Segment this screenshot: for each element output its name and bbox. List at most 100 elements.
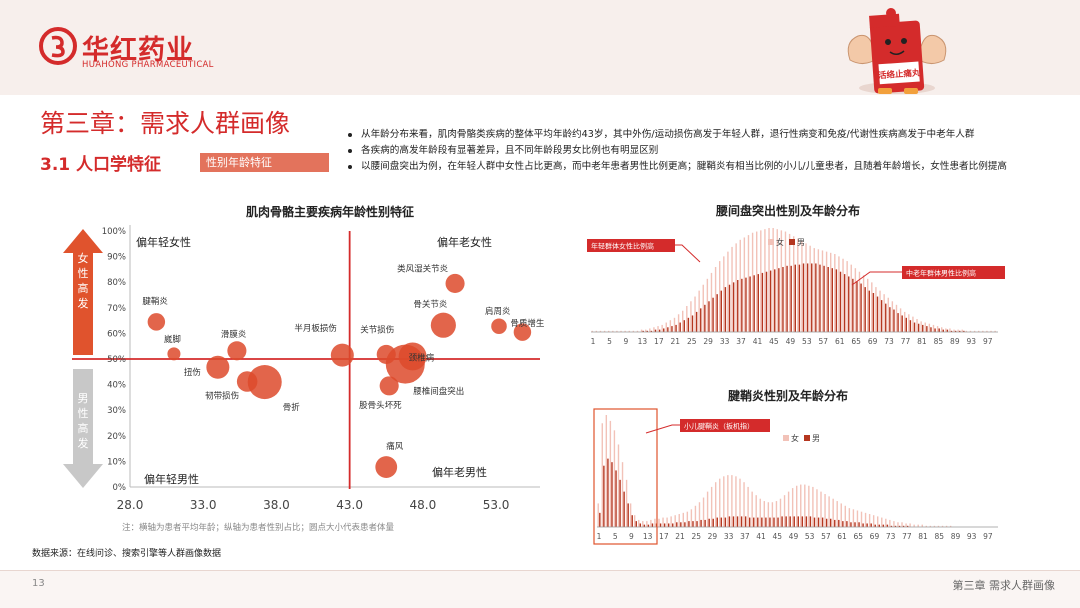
bar-male <box>897 313 899 332</box>
footer-chapter: 第三章 需求人群画像 <box>952 579 1056 592</box>
x-tick-label: 37 <box>736 337 746 346</box>
x-tick-label: 49 <box>786 337 796 346</box>
bar-female <box>812 486 814 527</box>
bar-male <box>691 315 694 332</box>
annotation-child: 小儿腱鞘炎（扳机指） <box>684 422 754 431</box>
bar-male <box>724 287 727 332</box>
bar-male <box>700 308 702 332</box>
bar-female <box>629 503 632 527</box>
x-tick-label: 77 <box>902 532 912 541</box>
bar-female <box>767 502 770 527</box>
bar-female <box>714 482 717 527</box>
x-tick-label: 73 <box>884 337 894 346</box>
scatter-point <box>430 312 456 338</box>
bar-male <box>708 301 710 332</box>
bar-male <box>870 523 872 527</box>
bar-female <box>949 328 951 332</box>
x-tick-label: 61 <box>837 532 847 541</box>
bullet-item: 从年龄分布来看，肌肉骨骼类疾病的整体平均年龄约43岁，其中外伤/运动损伤高发于年… <box>345 127 1075 143</box>
bar-male <box>708 518 710 527</box>
bar-male <box>749 276 751 332</box>
x-tick-label: 43.0 <box>336 498 363 512</box>
bar-female <box>990 330 992 332</box>
bar-female <box>881 517 883 527</box>
section-tag: 性别年龄特征 <box>200 153 329 172</box>
bar-male <box>611 462 613 527</box>
bar-female <box>632 330 635 332</box>
bar-female <box>597 503 599 527</box>
bar-female <box>801 241 803 332</box>
point-label: 痛风 <box>386 441 404 452</box>
bar-female <box>797 238 799 332</box>
bar-female <box>677 314 680 332</box>
bar-male <box>631 515 633 527</box>
bar-female <box>937 525 940 527</box>
bar-male <box>716 294 718 332</box>
bar-female <box>895 304 898 332</box>
scatter-point <box>445 273 465 294</box>
bar-male <box>679 322 681 332</box>
bar-male <box>942 329 944 332</box>
bar-male <box>823 265 825 332</box>
bar-female <box>605 415 608 527</box>
bar-female <box>731 246 733 332</box>
bar-male <box>864 287 866 332</box>
bar-female <box>875 287 877 332</box>
bar-female <box>820 491 822 527</box>
bar-male <box>765 271 768 332</box>
bar-female <box>780 230 783 332</box>
bar-male <box>860 283 862 332</box>
scatter-point <box>376 344 396 364</box>
mascot-label: 活络止痛丸 <box>878 67 922 81</box>
bar-male <box>894 525 897 527</box>
bar-female <box>690 509 693 527</box>
bar-female <box>787 491 790 527</box>
bar-female <box>678 514 680 527</box>
y-tick-label: 20% <box>107 432 126 442</box>
bar-female <box>824 493 826 527</box>
x-tick-label: 49 <box>789 532 799 541</box>
lumbar-legend: 女 男 <box>768 237 805 247</box>
point-label: 股骨头坏死 <box>359 400 402 411</box>
bar-female <box>825 251 828 332</box>
bar-female <box>735 243 737 332</box>
x-tick-label: 93 <box>967 337 977 346</box>
bar-female <box>649 328 651 332</box>
bar-female <box>759 498 761 527</box>
bar-female <box>710 486 713 527</box>
bar-female <box>591 330 593 332</box>
point-label: 韧带损伤 <box>205 391 239 402</box>
bar-male <box>736 516 739 527</box>
bar-female <box>846 261 848 332</box>
x-tick-label: 89 <box>950 337 960 346</box>
legend-male: 男 <box>797 238 805 247</box>
bar-female <box>751 491 753 527</box>
bar-female <box>714 267 717 332</box>
bar-male <box>858 522 860 527</box>
y-tick-label: 100% <box>102 227 126 237</box>
bar-male <box>850 522 852 527</box>
bar-female <box>771 502 774 527</box>
bar-male <box>885 303 887 332</box>
bar-male <box>774 269 776 332</box>
bar-female <box>932 324 935 332</box>
bar-female <box>897 522 899 527</box>
bar-male <box>647 524 650 527</box>
bar-male <box>599 512 601 527</box>
bar-female <box>830 252 832 332</box>
bar-male <box>773 517 775 527</box>
bar-female <box>645 329 647 332</box>
bar-female <box>642 521 644 527</box>
bar-male <box>680 522 682 527</box>
bar-male <box>619 479 621 527</box>
bar-male <box>683 320 685 332</box>
x-tick-label: 28.0 <box>117 498 144 512</box>
bar-female <box>613 430 616 527</box>
point-label: 扭伤 <box>184 367 201 378</box>
bar-male <box>720 517 723 527</box>
y-tick-label: 70% <box>107 304 126 314</box>
bar-female <box>788 233 791 332</box>
bar-female <box>768 228 770 332</box>
bar-female <box>891 301 894 332</box>
x-tick-label: 25 <box>691 532 701 541</box>
